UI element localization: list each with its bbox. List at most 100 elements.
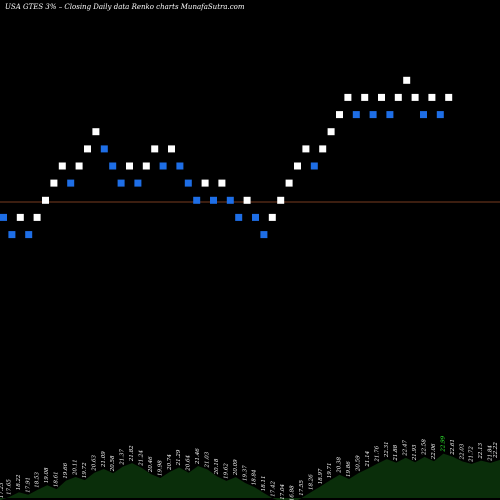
renko-brick xyxy=(428,93,436,101)
volume-label: 19.66 xyxy=(63,462,69,478)
volume-label: 21.76 xyxy=(374,445,380,462)
volume-label: 20.74 xyxy=(167,454,173,471)
volume-label: 20.64 xyxy=(186,454,192,471)
volume-label: 21.29 xyxy=(176,449,182,466)
volume-label: 21.88 xyxy=(393,444,399,461)
renko-brick xyxy=(260,231,268,239)
volume-label: 17.23 xyxy=(0,482,5,498)
volume-label: 21.24 xyxy=(139,450,145,467)
volume-label: 19.62 xyxy=(223,463,229,479)
volume-label: 20.59 xyxy=(356,455,362,472)
volume-label: 19.86 xyxy=(346,461,352,477)
renko-brick xyxy=(8,231,16,239)
renko-brick xyxy=(361,93,369,101)
renko-brick xyxy=(277,196,285,204)
volume-label: 18.26 xyxy=(308,474,314,490)
volume-labels: 17.23 17.65 18.22 17.91 18.53 19.08 18.6119.66… xyxy=(0,435,499,500)
renko-brick xyxy=(151,145,159,153)
renko-brick xyxy=(369,111,377,119)
volume-label: 19.98 xyxy=(157,460,163,476)
renko-brick xyxy=(67,179,75,187)
renko-brick xyxy=(117,179,125,187)
renko-brick xyxy=(0,213,7,221)
renko-brick xyxy=(411,93,419,101)
volume-label: 18.22 xyxy=(16,474,22,490)
renko-brick xyxy=(33,213,41,221)
renko-brick xyxy=(184,179,192,187)
renko-brick xyxy=(403,76,411,84)
volume-label: 17.91 xyxy=(25,477,31,493)
volume-label: 17.42 xyxy=(271,481,277,497)
renko-brick xyxy=(168,145,175,153)
renko-brick xyxy=(42,196,49,204)
renko-brick xyxy=(310,162,318,170)
volume-label: 21.84 xyxy=(488,445,494,462)
renko-brick xyxy=(226,196,234,204)
renko-brick xyxy=(327,128,335,136)
renko-brick xyxy=(92,128,100,136)
volume-label: 22.03 xyxy=(459,443,465,460)
renko-brick xyxy=(50,179,58,187)
volume-label: 22.31 xyxy=(384,441,390,458)
volume-label: 21.37 xyxy=(120,448,126,465)
volume-label: 21.03 xyxy=(205,451,211,468)
renko-brick xyxy=(319,145,327,153)
volume-label: 17.55 xyxy=(299,479,305,495)
volume-label: 21.46 xyxy=(195,448,201,465)
renko-brick xyxy=(344,93,352,101)
renko-brick xyxy=(159,162,167,170)
volume-label: 21.82 xyxy=(129,445,135,462)
volume-area xyxy=(0,453,500,500)
renko-brick xyxy=(100,145,108,153)
renko-brick xyxy=(109,162,117,170)
renko-brick xyxy=(285,179,293,187)
renko-brick xyxy=(126,162,133,170)
renko-brick xyxy=(176,162,184,170)
volume-label: 22.99 xyxy=(440,435,446,452)
renko-brick xyxy=(302,145,310,153)
volume-label: 20.63 xyxy=(91,454,97,471)
volume-label: 21.72 xyxy=(469,446,475,463)
renko-brick xyxy=(201,179,209,187)
renko-brick xyxy=(235,213,243,221)
volume-label: 16.88 xyxy=(290,485,296,500)
renko-brick xyxy=(252,213,259,221)
renko-brick xyxy=(58,162,66,170)
volume-label: 20.38 xyxy=(337,457,343,474)
volume-label: 18.84 xyxy=(252,469,258,485)
renko-brick xyxy=(243,196,251,204)
renko-brick xyxy=(210,196,217,204)
volume-label: 22.61 xyxy=(450,439,456,456)
chart-title: USA GTES 3% – Closing Daily data Renko c… xyxy=(5,3,245,11)
volume-label: 22.22 xyxy=(493,442,499,459)
volume-label: 17.04 xyxy=(280,484,286,500)
volume-label: 19.08 xyxy=(44,467,50,483)
renko-brick xyxy=(336,111,343,119)
renko-brick xyxy=(378,93,385,101)
renko-brick xyxy=(142,162,150,170)
renko-brick xyxy=(352,111,360,119)
volume-label: 22.06 xyxy=(431,443,437,460)
renko-brick xyxy=(436,111,444,119)
renko-brick xyxy=(294,162,301,170)
volume-label: 21.93 xyxy=(412,444,418,461)
volume-label: 22.13 xyxy=(478,442,484,459)
volume-label: 18.53 xyxy=(35,472,41,488)
volume-label: 20.58 xyxy=(110,455,116,472)
volume-label: 20.11 xyxy=(73,459,79,476)
volume-label: 21.09 xyxy=(101,451,107,468)
volume-label: 22.47 xyxy=(403,440,409,457)
volume-label: 17.65 xyxy=(6,479,12,495)
renko-brick xyxy=(386,111,394,119)
renko-brick xyxy=(25,231,33,239)
volume-label: 19.71 xyxy=(327,462,333,478)
renko-bricks xyxy=(0,76,453,239)
volume-label: 20.46 xyxy=(148,456,154,473)
volume-label: 18.97 xyxy=(318,468,324,484)
volume-label: 18.61 xyxy=(54,471,60,487)
volume-label: 19.72 xyxy=(82,462,88,478)
renko-brick xyxy=(84,145,91,153)
renko-brick xyxy=(193,196,201,204)
